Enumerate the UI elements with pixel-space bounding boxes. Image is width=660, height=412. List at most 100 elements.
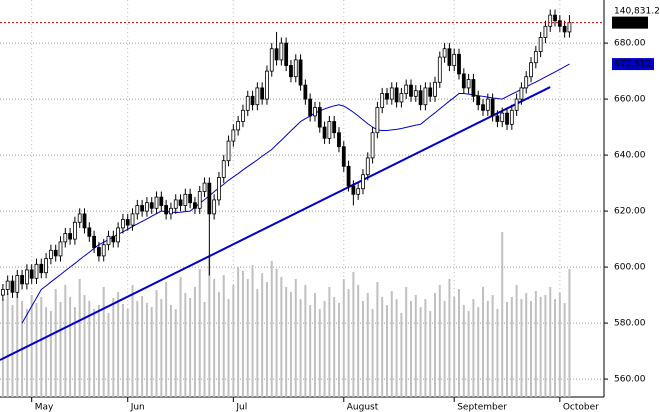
candle-body — [332, 121, 337, 134]
candle-body — [231, 129, 236, 142]
volume-bar — [78, 279, 81, 397]
candle-body — [370, 132, 375, 159]
volume-bar — [371, 309, 374, 397]
volume-bar — [366, 293, 369, 397]
y-tick-label: 620.00 — [614, 207, 646, 217]
candle-body — [29, 269, 34, 279]
candle-body — [341, 146, 346, 167]
candle-body — [317, 107, 322, 128]
volume-bar — [405, 287, 408, 397]
candle-body — [135, 205, 140, 215]
candle-body — [495, 115, 500, 122]
candle-body — [39, 263, 44, 274]
volume-bar — [342, 279, 345, 397]
volume-bar — [443, 301, 446, 397]
volume-bar — [270, 261, 273, 397]
candle-body — [140, 205, 145, 212]
candle-body — [471, 79, 476, 97]
candle-body — [389, 87, 394, 100]
volume-bar — [83, 295, 86, 397]
candle-body — [269, 48, 274, 72]
candle-body — [212, 199, 217, 215]
volume-bar — [107, 313, 110, 397]
volume-bar — [69, 297, 72, 397]
candle-body — [380, 93, 385, 108]
volume-bar — [49, 311, 52, 397]
volume-bar — [227, 299, 230, 397]
volume-bar — [261, 273, 264, 397]
candle-body — [481, 104, 485, 111]
candle-body — [519, 87, 524, 100]
candle-body — [351, 185, 356, 195]
candle-body — [274, 48, 279, 61]
volume-bar — [337, 303, 340, 397]
candle-body — [130, 213, 135, 226]
volume-bar — [121, 304, 124, 397]
candle-body — [293, 59, 298, 78]
ma-value-label: 672.512 — [614, 60, 651, 70]
candle-body — [433, 81, 437, 97]
volume-bar — [414, 295, 417, 397]
candle-body — [298, 59, 303, 86]
volume-bar — [333, 297, 336, 397]
volume-bar — [11, 305, 14, 397]
candle-body — [505, 112, 509, 125]
candle-body — [121, 219, 125, 229]
candle-body — [265, 70, 269, 100]
volume-bar — [275, 269, 278, 397]
candle-body — [97, 247, 101, 257]
volume-bar — [64, 285, 67, 397]
volume-bar — [539, 297, 542, 397]
candle-body — [10, 280, 15, 293]
candle-body — [313, 107, 317, 117]
candle-body — [509, 109, 514, 125]
volume-bar — [40, 297, 43, 397]
volume-bar — [304, 285, 307, 397]
volume-bar — [102, 287, 105, 397]
y-tick-label: 660.00 — [614, 95, 646, 105]
candle-body — [399, 93, 404, 103]
volume-bar — [491, 295, 494, 397]
volume-bar — [136, 301, 139, 397]
candle-body — [217, 177, 221, 201]
candle-body — [58, 241, 63, 257]
candle-body — [20, 275, 24, 285]
candle-body — [101, 244, 106, 257]
candle-body — [284, 42, 289, 66]
candle-body — [529, 62, 533, 78]
volume-bar — [496, 309, 499, 397]
candle-body — [73, 221, 77, 240]
volume-bar — [131, 285, 134, 397]
candle-body — [322, 126, 327, 139]
candle-body — [53, 249, 58, 257]
volume-bar — [395, 299, 398, 397]
volume-bar — [93, 309, 96, 397]
candle-body — [553, 14, 557, 22]
candle-body — [418, 90, 423, 106]
candle-body — [178, 199, 183, 206]
candle-body — [197, 191, 202, 209]
candle-body — [87, 227, 92, 237]
volume-bar — [165, 282, 168, 397]
candle-body — [149, 202, 154, 209]
volume-bar — [189, 298, 192, 397]
candle-body — [404, 84, 409, 94]
candle-body — [44, 258, 48, 274]
volume-bar — [558, 293, 561, 397]
last-price-label: 687.32 — [614, 18, 646, 28]
candle-body — [557, 20, 562, 27]
volume-bar — [160, 299, 163, 397]
volume-bar — [174, 309, 177, 397]
candle-body — [308, 98, 313, 117]
volume-bar — [237, 267, 240, 397]
x-tick-label: Jun — [130, 403, 145, 412]
candle-body — [169, 207, 173, 215]
candle-body — [365, 157, 370, 176]
volume-bar — [385, 305, 388, 397]
volume-bar — [88, 301, 91, 397]
volume-bar — [458, 289, 461, 397]
volume-bar — [117, 292, 120, 397]
y-tick-label: 600.00 — [614, 263, 646, 273]
candle-body — [207, 182, 212, 215]
